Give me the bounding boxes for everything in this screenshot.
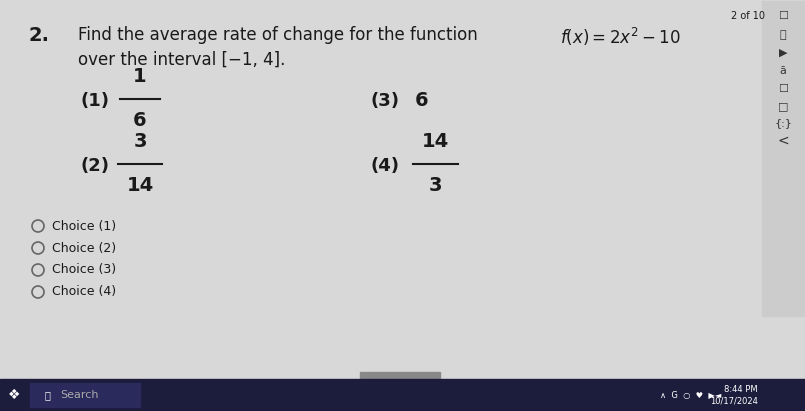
Text: Choice (1): Choice (1) bbox=[52, 219, 116, 233]
Text: 6: 6 bbox=[415, 92, 428, 111]
Text: Choice (4): Choice (4) bbox=[52, 286, 116, 298]
Text: ā: ā bbox=[779, 66, 786, 76]
Text: 14: 14 bbox=[421, 132, 448, 151]
Text: □: □ bbox=[778, 101, 788, 111]
Text: ⓘ: ⓘ bbox=[780, 30, 786, 40]
Bar bbox=[0, 379, 805, 411]
Bar bbox=[360, 372, 440, 378]
Text: 3: 3 bbox=[428, 176, 442, 195]
Text: Choice (2): Choice (2) bbox=[52, 242, 116, 254]
Text: 1: 1 bbox=[133, 67, 147, 86]
Text: (2): (2) bbox=[80, 157, 109, 175]
Text: ☐: ☐ bbox=[778, 11, 788, 21]
Text: 2.: 2. bbox=[28, 26, 49, 45]
Text: ❖: ❖ bbox=[8, 388, 20, 402]
Text: Search: Search bbox=[60, 390, 98, 400]
Text: (4): (4) bbox=[370, 157, 399, 175]
Text: Choice (3): Choice (3) bbox=[52, 263, 116, 277]
Text: over the interval [−1, 4].: over the interval [−1, 4]. bbox=[78, 51, 286, 69]
Text: {:}: {:} bbox=[774, 118, 792, 128]
Text: 🔍: 🔍 bbox=[45, 390, 51, 400]
Text: 6: 6 bbox=[133, 111, 147, 130]
Text: $f(x) = 2x^2 - 10$: $f(x) = 2x^2 - 10$ bbox=[560, 26, 681, 48]
Text: 8:44 PM: 8:44 PM bbox=[724, 385, 758, 393]
Text: ▶: ▶ bbox=[778, 48, 787, 58]
Text: 10/17/2024: 10/17/2024 bbox=[710, 397, 758, 406]
Text: Find the average rate of change for the function: Find the average rate of change for the … bbox=[78, 26, 477, 44]
Text: (1): (1) bbox=[80, 92, 109, 110]
Text: ☐: ☐ bbox=[778, 84, 788, 94]
Bar bbox=[762, 1, 805, 316]
Text: (3): (3) bbox=[370, 92, 399, 110]
Text: 14: 14 bbox=[126, 176, 154, 195]
Text: 2 of 10: 2 of 10 bbox=[731, 11, 765, 21]
Bar bbox=[30, 383, 140, 407]
Text: <: < bbox=[777, 134, 789, 148]
Text: ∧  G  ○  ♥  ▶◄: ∧ G ○ ♥ ▶◄ bbox=[660, 390, 721, 399]
Text: 3: 3 bbox=[134, 132, 147, 151]
